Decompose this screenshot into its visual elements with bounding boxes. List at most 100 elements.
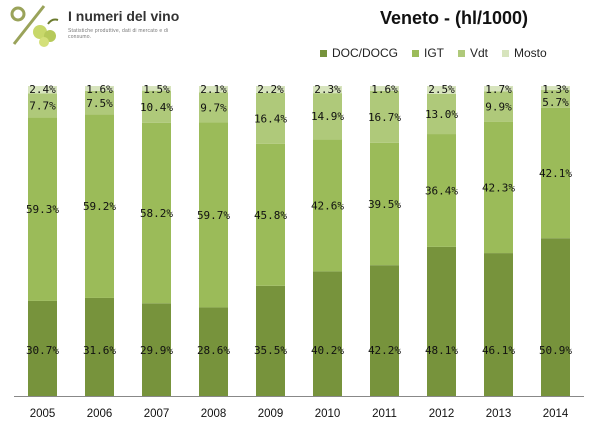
bar-mosto-2005 bbox=[28, 86, 57, 94]
bar-mosto-2009 bbox=[256, 86, 285, 93]
x-tick-label-2006: 2006 bbox=[87, 408, 113, 420]
x-tick-label-2009: 2009 bbox=[258, 408, 284, 420]
data-label-igt-2005: 59.3% bbox=[26, 203, 59, 216]
data-label-vdt-2010: 14.9% bbox=[311, 110, 344, 123]
grape-percent-logo-icon bbox=[10, 5, 59, 47]
data-label-doc-docg-2010: 40.2% bbox=[311, 344, 344, 357]
legend-item-igt: IGT bbox=[412, 46, 444, 60]
x-tick-label-2013: 2013 bbox=[486, 408, 512, 420]
chart-title: Veneto - (hl/1000) bbox=[379, 8, 528, 28]
data-label-igt-2008: 59.7% bbox=[197, 209, 230, 222]
x-tick-label-2005: 2005 bbox=[30, 408, 56, 420]
bar-doc-docg-2007 bbox=[142, 303, 171, 396]
x-tick-label-2008: 2008 bbox=[201, 408, 227, 420]
bar-igt-2011 bbox=[370, 142, 399, 266]
bar-igt-2014 bbox=[541, 107, 570, 239]
legend-label-doc: DOC/DOCG bbox=[332, 46, 398, 60]
data-label-doc-docg-2005: 30.7% bbox=[26, 344, 59, 357]
data-label-vdt-2014: 5.7% bbox=[542, 96, 569, 109]
bar-igt-2012 bbox=[427, 134, 456, 247]
data-label-vdt-2005: 7.7% bbox=[29, 99, 56, 112]
logo: I numeri del vino Statistiche produttive… bbox=[4, 2, 184, 50]
bar-mosto-2010 bbox=[313, 86, 342, 94]
legend-label-vdt: Vdt bbox=[470, 46, 489, 60]
bar-mosto-2012 bbox=[427, 86, 456, 94]
bar-mosto-2013 bbox=[484, 86, 513, 92]
data-label-mosto-2010: 2.3% bbox=[314, 83, 341, 96]
data-label-doc-docg-2013: 46.1% bbox=[482, 344, 515, 357]
data-label-mosto-2005: 2.4% bbox=[29, 83, 56, 96]
data-label-doc-docg-2006: 31.6% bbox=[83, 344, 116, 357]
data-label-mosto-2012: 2.5% bbox=[428, 83, 455, 96]
data-label-mosto-2006: 1.6% bbox=[86, 83, 113, 96]
data-label-mosto-2008: 2.1% bbox=[200, 83, 227, 96]
bar-vdt-2008 bbox=[199, 92, 228, 123]
bar-doc-docg-2012 bbox=[427, 246, 456, 396]
data-label-mosto-2011: 1.6% bbox=[371, 83, 398, 96]
data-label-igt-2013: 42.3% bbox=[482, 182, 515, 195]
data-label-igt-2009: 45.8% bbox=[254, 209, 287, 222]
bar-mosto-2011 bbox=[370, 86, 399, 91]
bar-vdt-2011 bbox=[370, 90, 399, 143]
legend: DOC/DOCG IGT Vdt Mosto bbox=[320, 46, 547, 60]
legend-swatch-igt bbox=[412, 49, 419, 57]
bar-vdt-2014 bbox=[541, 90, 570, 108]
legend-item-doc: DOC/DOCG bbox=[320, 46, 398, 60]
bar-vdt-2005 bbox=[28, 93, 57, 118]
data-label-vdt-2007: 10.4% bbox=[140, 101, 173, 114]
bar-mosto-2014 bbox=[541, 86, 570, 91]
bar-doc-docg-2008 bbox=[199, 307, 228, 396]
bar-doc-docg-2009 bbox=[256, 285, 285, 396]
data-label-doc-docg-2007: 29.9% bbox=[140, 344, 173, 357]
bar-vdt-2006 bbox=[85, 90, 114, 115]
x-tick-label-2014: 2014 bbox=[543, 408, 569, 420]
data-label-igt-2010: 42.6% bbox=[311, 199, 344, 212]
bar-doc-docg-2011 bbox=[370, 265, 399, 396]
data-label-doc-docg-2011: 42.2% bbox=[368, 344, 401, 357]
logo-subtitle: Statistiche produttive, dati di mercato … bbox=[68, 28, 169, 40]
x-tick-label-2010: 2010 bbox=[315, 408, 341, 420]
data-label-mosto-2014: 1.3% bbox=[542, 83, 569, 96]
bar-doc-docg-2010 bbox=[313, 271, 342, 396]
x-tick-label-2007: 2007 bbox=[144, 408, 170, 420]
x-tick-label-2011: 2011 bbox=[372, 408, 397, 420]
bar-mosto-2006 bbox=[85, 86, 114, 91]
bar-doc-docg-2005 bbox=[28, 300, 57, 396]
data-label-vdt-2013: 9.9% bbox=[485, 101, 512, 114]
data-label-mosto-2009: 2.2% bbox=[257, 83, 284, 96]
bar-igt-2007 bbox=[142, 122, 171, 304]
legend-swatch-doc bbox=[320, 49, 327, 57]
data-label-igt-2012: 36.4% bbox=[425, 184, 458, 197]
data-label-mosto-2007: 1.5% bbox=[143, 83, 170, 96]
legend-label-mosto: Mosto bbox=[514, 46, 547, 60]
data-label-igt-2006: 59.2% bbox=[83, 200, 116, 213]
bar-vdt-2007 bbox=[142, 90, 171, 123]
x-tick-label-2012: 2012 bbox=[429, 408, 455, 420]
data-label-doc-docg-2009: 35.5% bbox=[254, 344, 287, 357]
data-label-vdt-2008: 9.7% bbox=[200, 102, 227, 115]
bar-igt-2013 bbox=[484, 121, 513, 254]
data-label-vdt-2006: 7.5% bbox=[86, 97, 113, 110]
legend-swatch-vdt bbox=[458, 49, 465, 57]
data-label-doc-docg-2008: 28.6% bbox=[197, 344, 230, 357]
bar-vdt-2010 bbox=[313, 93, 342, 140]
bar-doc-docg-2014 bbox=[541, 238, 570, 396]
legend-swatch-mosto bbox=[502, 49, 510, 57]
bar-vdt-2012 bbox=[427, 93, 456, 135]
data-label-doc-docg-2014: 50.9% bbox=[539, 344, 572, 357]
legend-label-igt: IGT bbox=[424, 46, 444, 60]
bar-mosto-2008 bbox=[199, 86, 228, 93]
bar-igt-2009 bbox=[256, 143, 285, 286]
bar-igt-2005 bbox=[28, 117, 57, 301]
bar-doc-docg-2006 bbox=[85, 297, 114, 396]
bar-igt-2008 bbox=[199, 122, 228, 308]
legend-item-vdt: Vdt bbox=[458, 46, 488, 60]
logo-title: I numeri del vino bbox=[68, 8, 180, 24]
data-label-mosto-2013: 1.7% bbox=[485, 83, 512, 96]
bar-mosto-2007 bbox=[142, 86, 171, 91]
data-label-igt-2007: 58.2% bbox=[140, 207, 173, 220]
data-label-vdt-2011: 16.7% bbox=[368, 111, 401, 124]
data-label-doc-docg-2012: 48.1% bbox=[425, 344, 458, 357]
data-label-igt-2011: 39.5% bbox=[368, 198, 401, 211]
